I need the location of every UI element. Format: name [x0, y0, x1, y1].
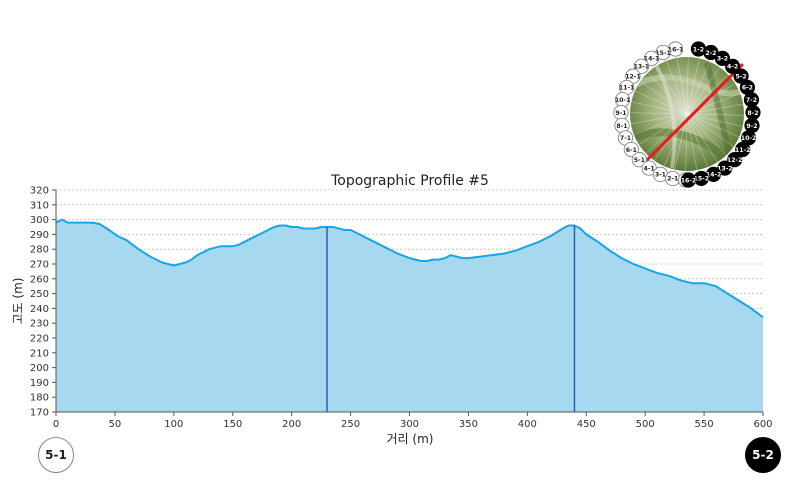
profile-ring-badge [631, 152, 647, 168]
profile-ring-badge [633, 58, 649, 74]
profile-ring-label: 2-1 [667, 176, 678, 183]
profile-ring-label: 13-1 [634, 64, 649, 71]
x-tick-label: 350 [459, 419, 478, 430]
profile-ring-badge [680, 172, 697, 188]
x-tick-label: 0 [53, 419, 59, 430]
profile-ring-label: 3-2 [717, 56, 728, 63]
axes: 170 180 190 200 210 220 230 240 250 260 270 280 290 3… [30, 186, 773, 431]
profile-ring-label: 6-2 [742, 85, 753, 92]
profile-ring-badge [725, 58, 741, 74]
y-tick-label: 270 [30, 260, 49, 271]
terrain-minimap: 16-115-114-113-1 12-1 11-1 10-1 9-1 8-1 7-1 6-1… [613, 41, 761, 188]
profile-ring-badge [714, 50, 731, 66]
y-tick-label: 290 [30, 230, 49, 241]
profile-ring-label: 16-1 [668, 46, 683, 53]
data-area [55, 218, 764, 412]
x-axis-label: 거리 (m) [387, 432, 434, 446]
profile-ring-label: 11-2 [735, 147, 750, 154]
y-tick-label: 210 [30, 348, 49, 359]
profile-ring-label: 12-2 [727, 157, 742, 164]
profile-ring-label: 3-1 [655, 172, 666, 179]
profile-ring-badge [643, 50, 660, 66]
y-tick-label: 280 [30, 245, 49, 256]
chart-title: Topographic Profile #5 [330, 173, 489, 189]
x-tick-label: 50 [109, 419, 122, 430]
profile-ring-label: 13-2 [717, 165, 732, 172]
profile-ring-badge [735, 141, 751, 158]
y-tick-label: 240 [30, 304, 49, 315]
profile-spoke [666, 60, 708, 168]
x-tick-label: 250 [341, 419, 360, 430]
profile-ring-label: 15-1 [655, 50, 670, 57]
x-tick-label: 200 [282, 419, 301, 430]
y-tick-label: 250 [30, 289, 49, 300]
end-point-badge: 5-2 [745, 437, 781, 473]
profile-ring-label: 15-2 [694, 176, 709, 183]
elevation-line [55, 218, 764, 319]
profile-ring-label: 12-1 [625, 73, 640, 80]
y-tick-label: 180 [30, 393, 49, 404]
profile-ring-label: 7-2 [746, 97, 757, 104]
profile-ring-label: 11-1 [619, 85, 634, 92]
profile-ring-label: 4-2 [727, 64, 738, 71]
x-tick-label: 300 [400, 419, 419, 430]
y-axis-label: 고도 (m) [11, 278, 25, 325]
y-tick-label: 300 [30, 215, 49, 226]
profile-ring-badge [623, 141, 639, 158]
profile-ring-badge [727, 152, 743, 168]
x-tick-label: 450 [577, 419, 596, 430]
profile-ring-label: 10-2 [741, 135, 756, 142]
x-tick-label: 150 [223, 419, 242, 430]
profile-ring-label: 8-2 [747, 110, 758, 117]
y-tick-label: 230 [30, 319, 49, 330]
profile-ring-label: 9-1 [615, 110, 626, 117]
y-tick-label: 310 [30, 200, 49, 211]
y-tick-label: 200 [30, 363, 49, 374]
y-tick-label: 170 [30, 408, 49, 419]
active-profile-line [641, 63, 744, 166]
x-tick-label: 400 [518, 419, 537, 430]
y-tick-label: 220 [30, 334, 49, 345]
x-tick-label: 500 [636, 419, 655, 430]
profile-ring-labels: 16-115-114-113-1 12-1 11-1 10-1 9-1 8-1 7-1 6-1… [613, 41, 761, 188]
x-tick-label: 550 [695, 419, 714, 430]
profile-ring-label: 14-1 [644, 56, 659, 63]
profile-ring-label: 4-1 [644, 165, 655, 172]
profile-ring-label: 14-2 [706, 172, 721, 179]
profile-ring-label: 2-2 [705, 50, 716, 57]
profile-ring-label: 9-2 [746, 123, 757, 130]
profile-ring-label: 16-2 [681, 177, 696, 184]
x-tick-label: 600 [753, 419, 772, 430]
profile-ring-label: 7-1 [620, 135, 631, 142]
profile-ring-label: 5-1 [634, 157, 645, 164]
marker-lines [326, 225, 576, 412]
y-tick-label: 320 [30, 186, 49, 197]
profile-spokes [630, 57, 744, 171]
start-point-badge: 5-1 [38, 437, 74, 473]
y-tick-label: 190 [30, 378, 49, 389]
profile-ring-label: 6-1 [626, 147, 637, 154]
profile-ring-label: 10-1 [615, 97, 630, 104]
profile-ring-label: 1-2 [693, 46, 704, 53]
elevation-area [56, 219, 763, 412]
x-tick-label: 100 [164, 419, 183, 430]
y-tick-label: 260 [30, 274, 49, 285]
profile-ring-label: 5-2 [735, 73, 746, 80]
profile-ring-label: 8-1 [616, 123, 627, 130]
